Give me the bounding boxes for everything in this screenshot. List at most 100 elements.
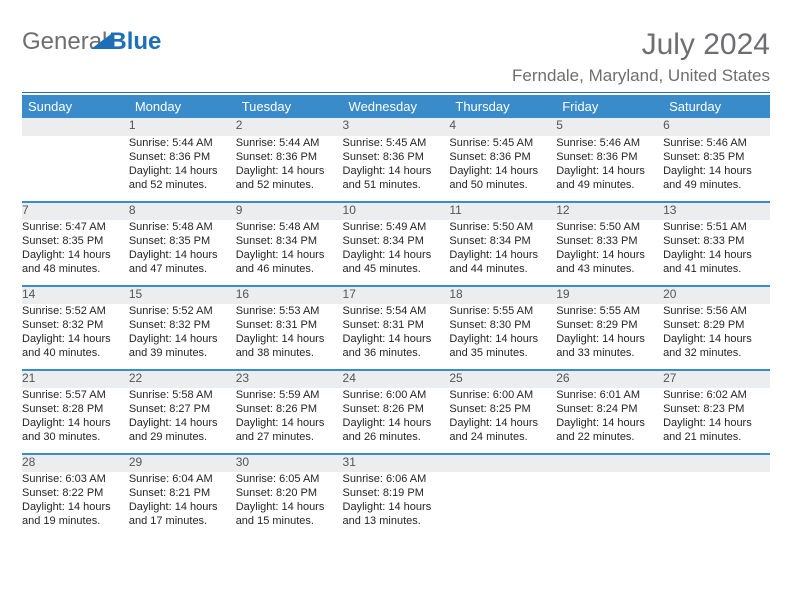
day-number: 14 xyxy=(22,286,129,304)
day-number: 2 xyxy=(236,118,343,136)
sunrise-line: Sunrise: 5:52 AM xyxy=(129,304,236,318)
day-number: 30 xyxy=(236,454,343,472)
day-cell: Sunrise: 5:55 AMSunset: 8:29 PMDaylight:… xyxy=(556,304,663,370)
sunrise-line: Sunrise: 5:52 AM xyxy=(22,304,129,318)
header-divider xyxy=(22,92,770,93)
day-number: 13 xyxy=(663,202,770,220)
header: General Blue July 2024 Ferndale, Marylan… xyxy=(22,28,770,86)
day-number: 18 xyxy=(449,286,556,304)
day-number: 24 xyxy=(343,370,450,388)
daylight-line: Daylight: 14 hours and 38 minutes. xyxy=(236,332,343,360)
day-number: 10 xyxy=(343,202,450,220)
weekday-thu: Thursday xyxy=(449,95,556,118)
month-title: July 2024 xyxy=(512,28,770,62)
sunrise-line: Sunrise: 5:47 AM xyxy=(22,220,129,234)
weekday-mon: Monday xyxy=(129,95,236,118)
day-cell: Sunrise: 5:46 AMSunset: 8:35 PMDaylight:… xyxy=(663,136,770,202)
sunset-line: Sunset: 8:31 PM xyxy=(236,318,343,332)
daylight-line: Daylight: 14 hours and 17 minutes. xyxy=(129,500,236,528)
day-number: 15 xyxy=(129,286,236,304)
day-cell: Sunrise: 5:45 AMSunset: 8:36 PMDaylight:… xyxy=(449,136,556,202)
sunrise-line: Sunrise: 5:44 AM xyxy=(129,136,236,150)
daynum-row: 14151617181920 xyxy=(22,286,770,304)
content-row: Sunrise: 5:47 AMSunset: 8:35 PMDaylight:… xyxy=(22,220,770,286)
daynum-row: 123456 xyxy=(22,118,770,136)
day-number: 31 xyxy=(343,454,450,472)
sunset-line: Sunset: 8:36 PM xyxy=(449,150,556,164)
sunrise-line: Sunrise: 5:53 AM xyxy=(236,304,343,318)
sunset-line: Sunset: 8:31 PM xyxy=(343,318,450,332)
location-text: Ferndale, Maryland, United States xyxy=(512,66,770,86)
day-number: 22 xyxy=(129,370,236,388)
sunrise-line: Sunrise: 5:56 AM xyxy=(663,304,770,318)
sunset-line: Sunset: 8:34 PM xyxy=(236,234,343,248)
sunset-line: Sunset: 8:35 PM xyxy=(22,234,129,248)
calendar-table: Sunday Monday Tuesday Wednesday Thursday… xyxy=(22,95,770,538)
day-cell: Sunrise: 5:48 AMSunset: 8:35 PMDaylight:… xyxy=(129,220,236,286)
day-cell: Sunrise: 5:56 AMSunset: 8:29 PMDaylight:… xyxy=(663,304,770,370)
daylight-line: Daylight: 14 hours and 39 minutes. xyxy=(129,332,236,360)
sunset-line: Sunset: 8:32 PM xyxy=(22,318,129,332)
day-number: 29 xyxy=(129,454,236,472)
sunset-line: Sunset: 8:36 PM xyxy=(343,150,450,164)
day-number: 3 xyxy=(343,118,450,136)
day-cell xyxy=(22,136,129,202)
daylight-line: Daylight: 14 hours and 15 minutes. xyxy=(236,500,343,528)
sunrise-line: Sunrise: 5:54 AM xyxy=(343,304,450,318)
day-cell: Sunrise: 5:59 AMSunset: 8:26 PMDaylight:… xyxy=(236,388,343,454)
day-number: 23 xyxy=(236,370,343,388)
day-number: 7 xyxy=(22,202,129,220)
day-number xyxy=(663,454,770,472)
day-cell: Sunrise: 6:02 AMSunset: 8:23 PMDaylight:… xyxy=(663,388,770,454)
day-number: 5 xyxy=(556,118,663,136)
day-number: 26 xyxy=(556,370,663,388)
day-number: 19 xyxy=(556,286,663,304)
sunset-line: Sunset: 8:22 PM xyxy=(22,486,129,500)
day-cell: Sunrise: 5:52 AMSunset: 8:32 PMDaylight:… xyxy=(129,304,236,370)
sunrise-line: Sunrise: 6:01 AM xyxy=(556,388,663,402)
day-number: 21 xyxy=(22,370,129,388)
day-number: 4 xyxy=(449,118,556,136)
day-cell: Sunrise: 5:49 AMSunset: 8:34 PMDaylight:… xyxy=(343,220,450,286)
day-cell: Sunrise: 5:53 AMSunset: 8:31 PMDaylight:… xyxy=(236,304,343,370)
sunset-line: Sunset: 8:21 PM xyxy=(129,486,236,500)
day-number: 28 xyxy=(22,454,129,472)
sunrise-line: Sunrise: 5:50 AM xyxy=(556,220,663,234)
daylight-line: Daylight: 14 hours and 33 minutes. xyxy=(556,332,663,360)
day-cell: Sunrise: 5:44 AMSunset: 8:36 PMDaylight:… xyxy=(129,136,236,202)
sunset-line: Sunset: 8:30 PM xyxy=(449,318,556,332)
day-number xyxy=(22,118,129,136)
sunset-line: Sunset: 8:32 PM xyxy=(129,318,236,332)
sunset-line: Sunset: 8:36 PM xyxy=(129,150,236,164)
day-cell: Sunrise: 6:00 AMSunset: 8:25 PMDaylight:… xyxy=(449,388,556,454)
daylight-line: Daylight: 14 hours and 48 minutes. xyxy=(22,248,129,276)
day-number: 6 xyxy=(663,118,770,136)
daylight-line: Daylight: 14 hours and 51 minutes. xyxy=(343,164,450,192)
day-number: 20 xyxy=(663,286,770,304)
day-number xyxy=(556,454,663,472)
weekday-sun: Sunday xyxy=(22,95,129,118)
content-row: Sunrise: 5:52 AMSunset: 8:32 PMDaylight:… xyxy=(22,304,770,370)
day-number: 17 xyxy=(343,286,450,304)
sunset-line: Sunset: 8:33 PM xyxy=(556,234,663,248)
sunset-line: Sunset: 8:24 PM xyxy=(556,402,663,416)
day-cell xyxy=(449,472,556,538)
day-cell: Sunrise: 5:50 AMSunset: 8:33 PMDaylight:… xyxy=(556,220,663,286)
sunset-line: Sunset: 8:20 PM xyxy=(236,486,343,500)
sunset-line: Sunset: 8:25 PM xyxy=(449,402,556,416)
content-row: Sunrise: 5:57 AMSunset: 8:28 PMDaylight:… xyxy=(22,388,770,454)
sunrise-line: Sunrise: 5:55 AM xyxy=(556,304,663,318)
daylight-line: Daylight: 14 hours and 26 minutes. xyxy=(343,416,450,444)
brand-logo: General Blue xyxy=(22,28,161,56)
daylight-line: Daylight: 14 hours and 27 minutes. xyxy=(236,416,343,444)
daylight-line: Daylight: 14 hours and 49 minutes. xyxy=(663,164,770,192)
sunset-line: Sunset: 8:29 PM xyxy=(556,318,663,332)
sunrise-line: Sunrise: 5:45 AM xyxy=(449,136,556,150)
sunset-line: Sunset: 8:28 PM xyxy=(22,402,129,416)
sunrise-line: Sunrise: 5:50 AM xyxy=(449,220,556,234)
day-cell: Sunrise: 5:44 AMSunset: 8:36 PMDaylight:… xyxy=(236,136,343,202)
sunset-line: Sunset: 8:19 PM xyxy=(343,486,450,500)
content-row: Sunrise: 5:44 AMSunset: 8:36 PMDaylight:… xyxy=(22,136,770,202)
daynum-row: 28293031 xyxy=(22,454,770,472)
sunset-line: Sunset: 8:36 PM xyxy=(556,150,663,164)
